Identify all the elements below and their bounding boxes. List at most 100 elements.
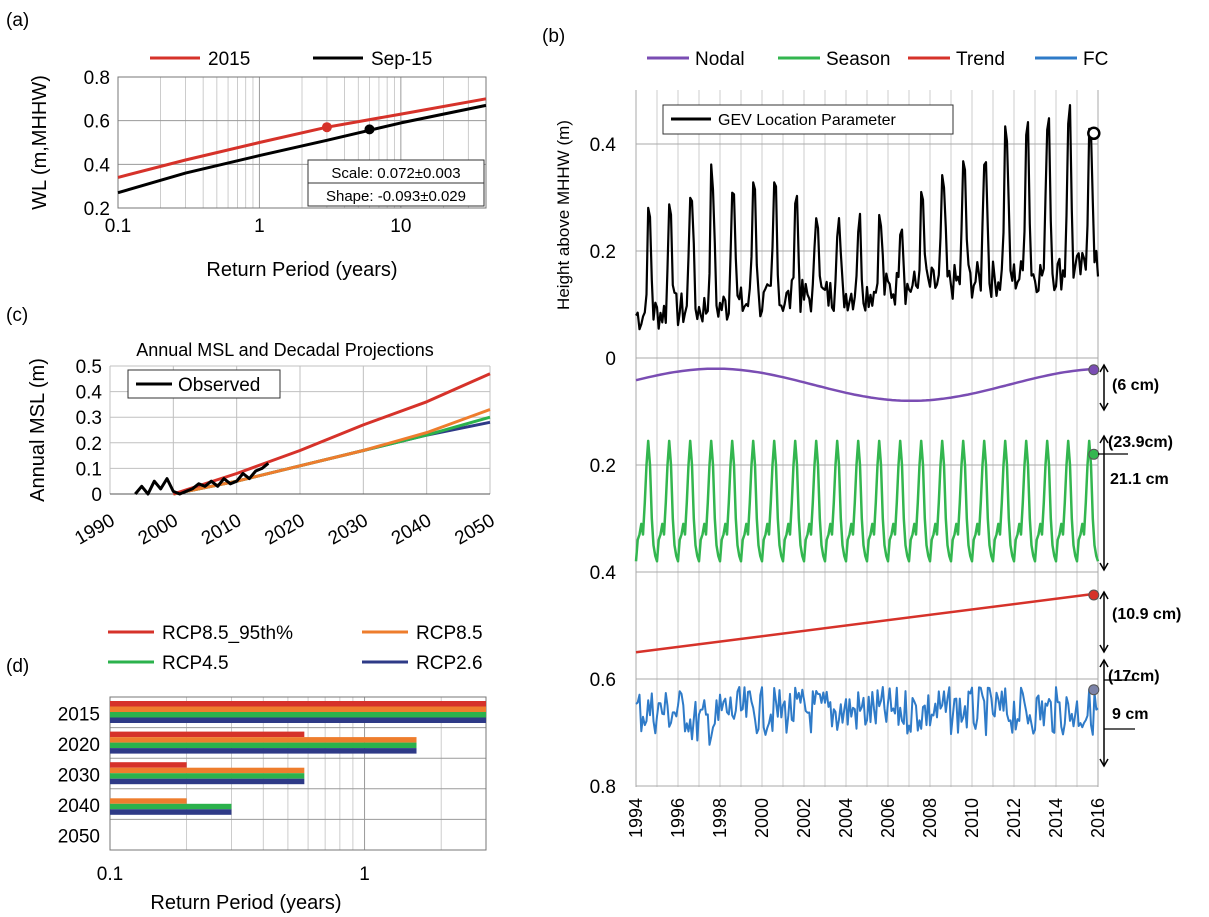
bar: [110, 731, 305, 738]
arrow-head: [1099, 644, 1109, 654]
legend-label: RCP8.5: [416, 623, 483, 644]
bar: [110, 701, 486, 707]
bar: [110, 748, 417, 754]
y-axis-label: Annual MSL (m): [27, 358, 49, 502]
bar: [110, 717, 486, 723]
x-tick-label: 2050: [451, 510, 498, 549]
arrow-head: [1099, 658, 1109, 668]
bar: [110, 803, 232, 810]
y-tick-label: 0.8: [590, 777, 616, 798]
bar: [110, 798, 187, 804]
x-axis-label: Return Period (years): [150, 892, 341, 914]
y-axis-label: Height above MHHW (m): [554, 120, 573, 310]
panel-c-chart: 0 0.1 0.2 0.3 0.4 0.5 1990 2000 2010 2020 2030 2040…: [27, 340, 499, 549]
y-tick-label: 0.4: [590, 135, 617, 156]
x-tick-label: 2012: [1004, 798, 1024, 838]
panel-tag-d: (d): [6, 656, 29, 677]
series-line-nodal: [635, 367, 1099, 403]
series-marker: [1088, 589, 1100, 601]
x-tick-label: 2000: [752, 798, 772, 838]
x-tick-label: 10: [390, 216, 411, 237]
y-tick-label: 0.6: [590, 670, 616, 691]
annotation-text: Shape: -0.093±0.029: [326, 188, 466, 205]
series-line-trend: [635, 592, 1099, 654]
x-tick-label: 1994: [626, 798, 646, 838]
y-tick-label: 0: [91, 485, 102, 506]
category-label: 2050: [58, 827, 100, 848]
x-tick-label: 1996: [668, 798, 688, 838]
bar: [110, 742, 417, 749]
bar: [110, 737, 417, 743]
x-tick-label: 2040: [388, 510, 435, 549]
category-label: 2015: [58, 704, 100, 725]
x-tick-label: 2010: [962, 798, 982, 838]
bar: [110, 712, 486, 718]
x-tick-label: 1990: [71, 510, 118, 549]
x-axis-label: Return Period (years): [206, 259, 397, 281]
series-line-season: [634, 439, 1100, 563]
arrow-head: [1099, 363, 1109, 373]
series-marker: [321, 122, 332, 133]
legend-label: Observed: [178, 375, 260, 396]
series-line: [173, 408, 491, 496]
panel-b-chart: 0.4 0.2 0 0.2 0.4 0.6 0.8 Height above MHHW (m)…: [554, 49, 1181, 838]
x-tick-label: 2000: [135, 510, 182, 549]
bar: [110, 706, 486, 712]
series-line: [117, 103, 487, 195]
legend-label: FC: [1083, 49, 1108, 70]
x-tick-label: 2014: [1046, 798, 1066, 838]
y-tick-label: 0.6: [84, 112, 110, 133]
y-tick-label: 0.2: [84, 199, 110, 220]
bar: [110, 767, 305, 774]
annotation-text: (10.9 cm): [1112, 606, 1181, 623]
y-tick-label: 0.8: [84, 68, 110, 89]
x-tick-label: 0.1: [97, 864, 123, 885]
x-tick-label: 2004: [836, 798, 856, 838]
y-tick-label: 0.1: [76, 459, 102, 480]
annotation-text: Scale: 0.072±0.003: [331, 165, 460, 182]
annotation-text: (17cm): [1108, 668, 1160, 685]
panel-tag-c: (c): [6, 305, 28, 326]
y-tick-label: 0.2: [590, 242, 616, 263]
legend-label: Nodal: [695, 49, 745, 70]
legend-label: GEV Location Parameter: [718, 112, 897, 129]
y-tick-label: 0.5: [76, 357, 102, 378]
legend-label: Sep-15: [371, 49, 432, 70]
x-tick-label: 0.1: [105, 216, 131, 237]
bar: [110, 809, 232, 815]
series-line-fc: [635, 686, 1099, 746]
annotation-text: (6 cm): [1112, 377, 1159, 394]
bar: [110, 778, 305, 785]
category-label: 2040: [58, 796, 100, 817]
panel-a-chart: 0.2 0.4 0.6 0.8 0.1 1 10 Return Period (years) W…: [29, 49, 487, 281]
series-line: [117, 97, 487, 179]
y-tick-label: 0.4: [84, 155, 111, 176]
legend-label: RCP8.5_95th%: [162, 623, 293, 644]
arrow-head: [1099, 434, 1109, 444]
legend-label: RCP4.5: [162, 653, 229, 674]
category-label: 2030: [58, 766, 100, 787]
y-tick-label: 0.4: [76, 383, 103, 404]
legend-label: Season: [826, 49, 890, 70]
series-line: [134, 462, 270, 496]
arrow-head: [1099, 562, 1109, 572]
x-tick-label: 2002: [794, 798, 814, 838]
x-tick-label: 2006: [878, 798, 898, 838]
x-tick-label: 1: [359, 864, 370, 885]
y-tick-label: 0.4: [590, 563, 617, 584]
arrow-head: [1099, 590, 1109, 600]
series-marker: [1088, 448, 1100, 460]
y-tick-label: 0.2: [590, 456, 616, 477]
x-tick-label: 1: [254, 216, 265, 237]
category-label: 2020: [58, 735, 100, 756]
annotation-text: (23.9cm): [1108, 434, 1173, 451]
x-tick-label: 2010: [198, 510, 245, 549]
y-axis-label: WL (m,MHHW): [29, 75, 51, 210]
panel-d-chart: 2015 2020 2030 2040 2050 0.1 1 Return Period (y…: [58, 623, 487, 914]
panel-tag-a: (a): [6, 10, 29, 31]
annotation-text: 9 cm: [1112, 706, 1148, 723]
series-marker: [1087, 126, 1101, 141]
y-tick-label: 0.2: [76, 434, 102, 455]
x-tick-label: 2020: [261, 510, 308, 549]
series-line-gev: [635, 103, 1100, 331]
